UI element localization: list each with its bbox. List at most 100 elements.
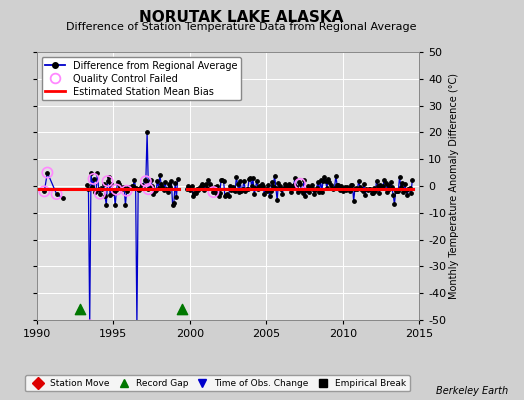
Point <box>100 181 108 187</box>
Point <box>139 183 147 189</box>
Point <box>99 186 107 192</box>
Point <box>356 184 364 190</box>
Point <box>232 174 241 181</box>
Point <box>134 186 143 192</box>
Point <box>224 192 233 199</box>
Point <box>140 177 149 184</box>
Point <box>274 179 282 186</box>
Point <box>270 172 279 179</box>
Point <box>249 175 257 181</box>
Point <box>222 191 231 198</box>
Point <box>265 192 274 199</box>
Point <box>190 190 199 196</box>
Point <box>291 175 299 181</box>
Point <box>105 174 113 180</box>
Point <box>112 186 121 193</box>
Point <box>163 188 172 195</box>
Point <box>380 177 388 183</box>
Point <box>162 186 170 192</box>
Point <box>97 185 105 192</box>
Point <box>198 181 206 187</box>
Point <box>199 182 208 188</box>
Point <box>159 186 168 193</box>
Point <box>350 198 358 204</box>
Point <box>405 186 413 192</box>
Point <box>158 184 167 190</box>
Point <box>84 186 93 192</box>
Point <box>111 202 119 208</box>
Point <box>334 182 343 188</box>
Point <box>326 182 335 188</box>
Point <box>348 181 356 188</box>
Point <box>250 191 258 197</box>
Point <box>226 183 234 190</box>
Point <box>258 181 266 187</box>
Point <box>209 189 217 195</box>
Point <box>120 185 128 191</box>
Point <box>361 192 369 198</box>
Point <box>305 189 313 196</box>
Point <box>91 189 99 196</box>
Legend: Difference from Regional Average, Quality Control Failed, Estimated Station Mean: Difference from Regional Average, Qualit… <box>41 57 241 100</box>
Point <box>383 188 391 195</box>
Point <box>43 169 51 176</box>
Point <box>282 182 290 189</box>
Point <box>220 178 228 184</box>
Point <box>381 180 390 186</box>
Point <box>87 169 95 176</box>
Point <box>106 192 114 199</box>
Point <box>124 184 132 190</box>
Point <box>211 184 219 190</box>
Point <box>343 184 352 190</box>
Point <box>182 186 191 192</box>
Point <box>259 183 267 189</box>
Point <box>290 182 298 188</box>
Point <box>389 192 397 198</box>
Point <box>252 185 260 192</box>
Point <box>323 185 331 192</box>
Point <box>166 184 174 190</box>
Point <box>287 189 296 196</box>
Point <box>391 188 400 194</box>
Point <box>137 184 145 190</box>
Point <box>152 187 160 194</box>
Point <box>146 185 154 191</box>
Point <box>355 178 363 184</box>
Point <box>324 176 332 182</box>
Point <box>148 183 156 189</box>
Point <box>96 190 104 197</box>
Point <box>59 195 67 201</box>
Point <box>342 186 350 193</box>
Point <box>278 191 287 197</box>
Point <box>261 186 270 192</box>
Point <box>255 182 264 189</box>
Point <box>191 189 200 196</box>
Point <box>153 178 161 184</box>
Point <box>43 169 51 176</box>
Point <box>397 184 405 190</box>
Point <box>235 189 243 195</box>
Point <box>247 183 256 190</box>
Point <box>118 184 127 190</box>
Point <box>90 176 98 182</box>
Point <box>341 184 349 190</box>
Point <box>128 183 136 189</box>
Point <box>237 187 246 194</box>
Point <box>279 185 288 192</box>
Point <box>283 184 291 190</box>
Point <box>141 178 150 184</box>
Point <box>359 181 368 188</box>
Point <box>150 188 159 194</box>
Point <box>302 187 311 194</box>
Point <box>141 178 150 184</box>
Point <box>330 185 339 191</box>
Point <box>75 306 84 312</box>
Point <box>347 182 355 188</box>
Point <box>103 178 112 184</box>
Point <box>407 189 415 196</box>
Point <box>188 183 196 190</box>
Point <box>204 176 213 183</box>
Point <box>168 202 177 208</box>
Point <box>114 179 122 185</box>
Point <box>376 182 385 188</box>
